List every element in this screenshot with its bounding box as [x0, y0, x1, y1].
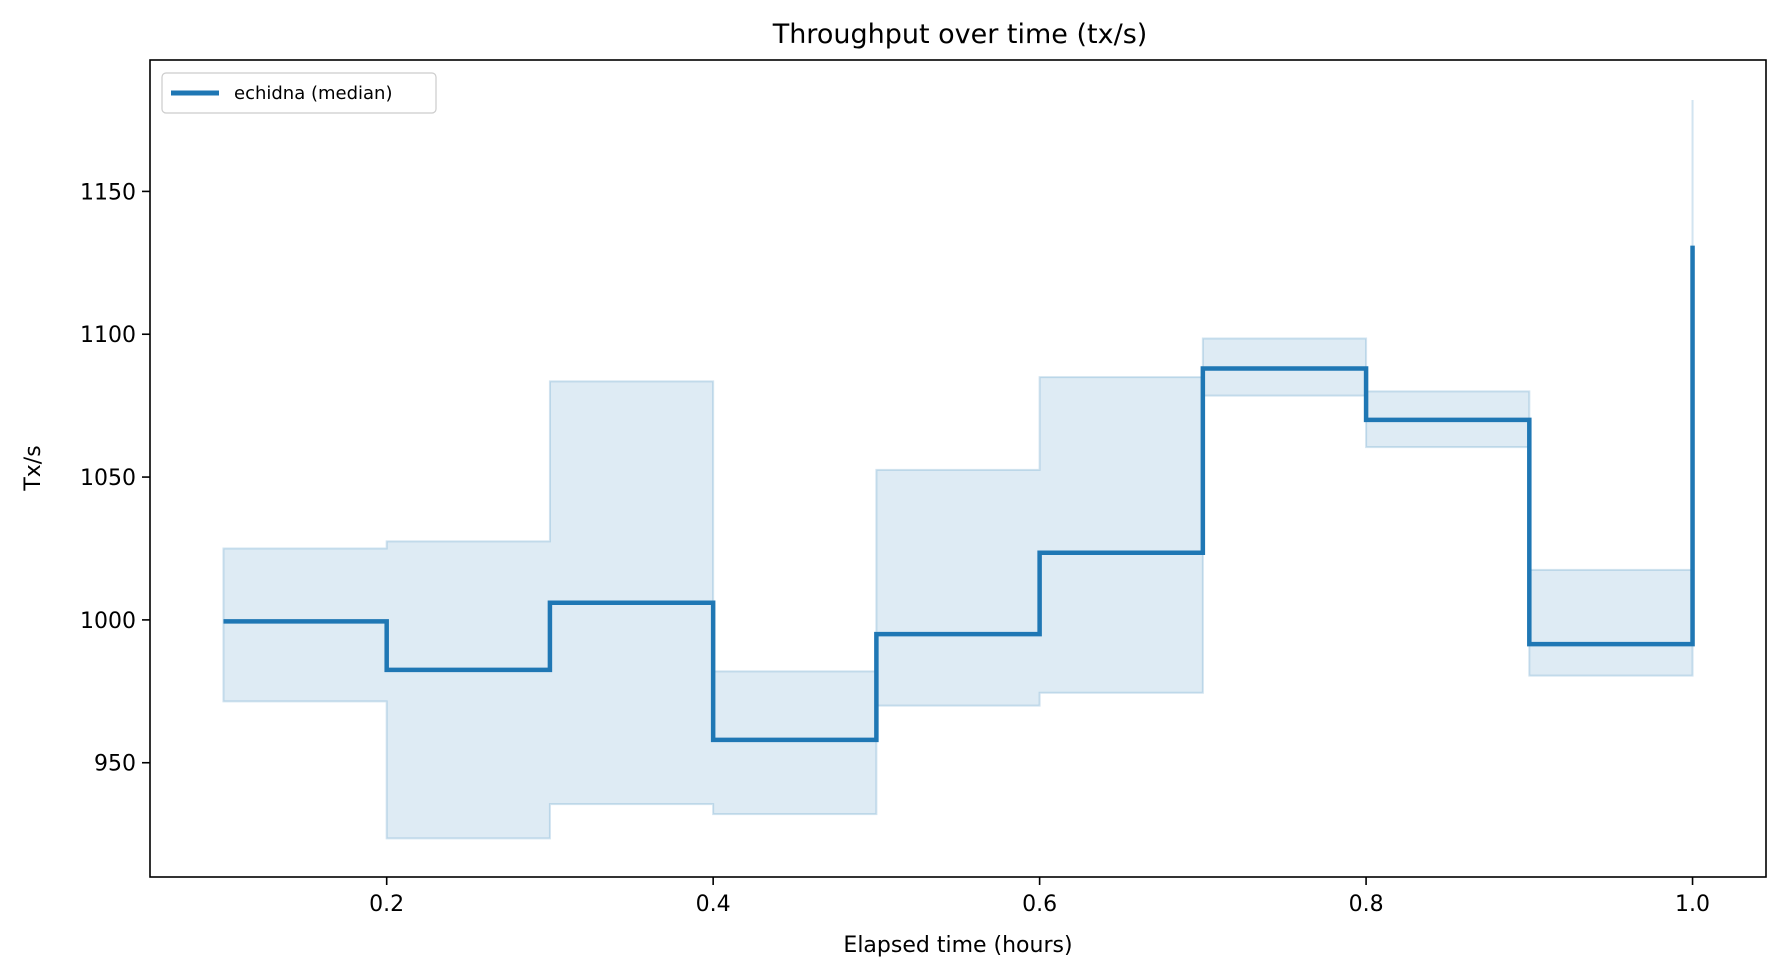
y-tick-label: 1000	[80, 609, 136, 634]
x-axis: 0.2 0.4 0.6 0.8 1.0	[369, 877, 1710, 917]
x-axis-label: Elapsed time (hours)	[843, 933, 1072, 958]
y-tick-label: 1050	[80, 466, 136, 491]
y-tick-label: 1100	[80, 323, 136, 348]
y-axis: 950 1000 1050 1100 1150	[80, 180, 150, 777]
legend: echidna (median)	[161, 72, 437, 114]
plot-frame	[149, 59, 1767, 878]
series-line	[223, 245, 1695, 743]
x-tick-label: 0.2	[369, 892, 404, 917]
chart-title: Throughput over time (tx/s)	[772, 19, 1148, 50]
y-tick-label: 1150	[80, 180, 136, 205]
x-tick-label: 1.0	[1675, 892, 1710, 917]
legend-label: echidna (median)	[234, 83, 392, 104]
x-tick-label: 0.8	[1349, 892, 1384, 917]
legend-box	[161, 72, 437, 114]
x-tick-label: 0.4	[696, 892, 731, 917]
x-tick-label: 0.6	[1022, 892, 1057, 917]
y-tick-label: 950	[94, 752, 136, 777]
y-axis-label: Tx/s	[21, 445, 46, 491]
